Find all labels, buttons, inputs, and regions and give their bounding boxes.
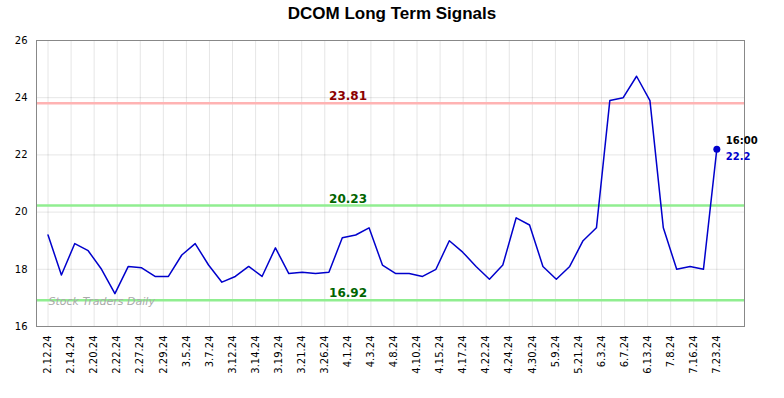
- svg-text:5.9.24: 5.9.24: [550, 336, 561, 368]
- svg-text:22.2: 22.2: [726, 151, 751, 162]
- svg-text:5.21.24: 5.21.24: [573, 336, 584, 374]
- svg-text:3.14.24: 3.14.24: [250, 336, 261, 374]
- svg-text:4.1.24: 4.1.24: [342, 336, 353, 368]
- svg-text:4.3.24: 4.3.24: [365, 336, 376, 368]
- svg-text:4.15.24: 4.15.24: [434, 336, 445, 374]
- svg-text:2.27.24: 2.27.24: [134, 336, 145, 374]
- svg-text:7.16.24: 7.16.24: [688, 336, 699, 374]
- svg-text:4.24.24: 4.24.24: [503, 336, 514, 374]
- svg-text:18: 18: [15, 264, 28, 275]
- svg-text:3.12.24: 3.12.24: [227, 336, 238, 374]
- svg-text:26: 26: [15, 35, 28, 46]
- svg-text:16.92: 16.92: [329, 286, 367, 300]
- html-text:DCOM Long Term Signals: DCOM Long Term Signals: [287, 4, 497, 23]
- svg-text:4.17.24: 4.17.24: [457, 336, 468, 374]
- svg-text:2.29.24: 2.29.24: [158, 336, 169, 374]
- svg-text:3.7.24: 3.7.24: [204, 336, 215, 368]
- svg-text:6.7.24: 6.7.24: [619, 336, 630, 368]
- svg-text:6.13.24: 6.13.24: [642, 336, 653, 374]
- svg-text:24: 24: [15, 92, 28, 103]
- svg-text:16: 16: [15, 321, 28, 332]
- svg-text:2.14.24: 2.14.24: [65, 336, 76, 374]
- svg-text:3.26.24: 3.26.24: [319, 336, 330, 374]
- svg-text:2.20.24: 2.20.24: [88, 336, 99, 374]
- svg-text:23.81: 23.81: [329, 89, 367, 103]
- svg-text:3.21.24: 3.21.24: [296, 336, 307, 374]
- svg-text:2.12.24: 2.12.24: [42, 336, 53, 374]
- svg-text:22: 22: [15, 149, 28, 160]
- svg-text:6.3.24: 6.3.24: [596, 336, 607, 368]
- svg-text:4.22.24: 4.22.24: [480, 336, 491, 374]
- svg-text:Stock Traders Daily: Stock Traders Daily: [49, 295, 156, 308]
- svg-text:4.30.24: 4.30.24: [527, 336, 538, 374]
- svg-text:4.10.24: 4.10.24: [411, 336, 422, 374]
- svg-text:3.19.24: 3.19.24: [273, 336, 284, 374]
- svg-text:7.8.24: 7.8.24: [665, 336, 676, 368]
- svg-text:20: 20: [15, 206, 28, 217]
- svg-text:7.23.24: 7.23.24: [711, 336, 722, 374]
- svg-text:3.5.24: 3.5.24: [181, 336, 192, 368]
- svg-text:4.8.24: 4.8.24: [388, 336, 399, 368]
- svg-text:2.22.24: 2.22.24: [111, 336, 122, 374]
- svg-text:16:00: 16:00: [726, 135, 758, 146]
- svg-text:20.23: 20.23: [329, 192, 367, 206]
